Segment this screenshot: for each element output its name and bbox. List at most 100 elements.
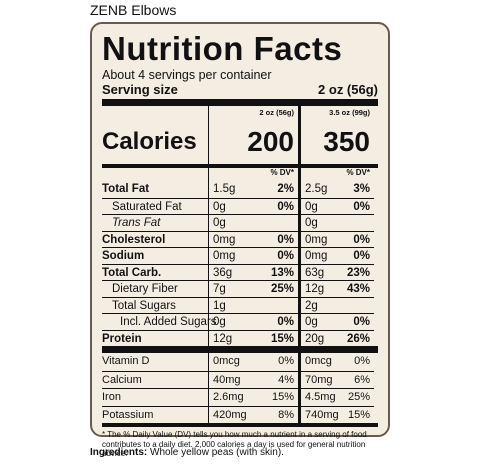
- amount-value: 0mcg: [305, 355, 332, 367]
- nutrient-column-1: 40mg 4%: [208, 370, 298, 388]
- daily-value-percent: 15%: [347, 408, 370, 421]
- amount-value: 0g: [305, 200, 318, 213]
- dv-header-1: % DV*: [208, 168, 298, 181]
- amount-value: 420mg: [213, 408, 247, 421]
- serving-size-row: Serving size 2 oz (56g): [102, 82, 378, 97]
- amount-value: 0g: [213, 316, 226, 328]
- product-title: ZENB Elbows: [90, 2, 177, 18]
- nutrient-column-1: 0mg 0%: [208, 247, 298, 264]
- nutrient-column-2: 4.5mg 25%: [298, 388, 374, 406]
- amount-value: 2g: [305, 299, 318, 312]
- nutrient-row: Sodium 0mg 0% 0mg 0%: [102, 247, 378, 264]
- column-2-amount: 3.5 oz (99g): [329, 108, 370, 117]
- amount-value: 1g: [213, 299, 226, 312]
- nutrient-column-2: 70mg 6%: [298, 370, 374, 388]
- nutrient-row: Dietary Fiber 7g 25% 12g 43%: [102, 280, 378, 297]
- nutrient-column-1: 36g 13%: [208, 263, 298, 280]
- amount-value: 0g: [305, 316, 318, 328]
- nutrient-column-1: 0mg 0%: [208, 230, 298, 247]
- calories-label: Calories: [102, 128, 197, 155]
- nutrient-column-1: 12g 15%: [208, 329, 298, 346]
- calories-label-cell: Calories: [102, 106, 208, 164]
- nutrient-column-2: 0mcg 0%: [298, 353, 374, 371]
- daily-value-percent: 25%: [347, 391, 370, 403]
- amount-value: 63g: [305, 266, 325, 279]
- amount-value: 36g: [213, 266, 233, 279]
- amount-value: 740mg: [305, 408, 339, 421]
- nutrient-name: Dietary Fiber: [102, 280, 208, 297]
- nutrient-column-2: 740mg 15%: [298, 405, 374, 423]
- mineral-row: Calcium 40mg 4% 70mg 6%: [102, 370, 378, 389]
- dv-header-row: % DV* % DV*: [102, 168, 378, 181]
- amount-value: 0g: [305, 217, 318, 229]
- amount-value: 12g: [213, 332, 233, 345]
- nutrient-column-1: 1g: [208, 296, 298, 313]
- nutrient-name: Incl. Added Sugars: [102, 313, 217, 330]
- daily-value-footnote: * The % Daily Value (DV) tells you how m…: [102, 430, 367, 458]
- nutrient-column-1: 2.6mg 15%: [208, 388, 298, 406]
- divider-medium-2: [102, 423, 378, 427]
- nutrient-table: Total Fat 1.5g 2% 2.5g 3% Saturated Fat 0g 0% 0g…: [102, 181, 378, 346]
- daily-value-percent: 13%: [270, 266, 294, 279]
- daily-value-percent: 0%: [354, 355, 370, 367]
- nutrient-column-2: 2.5g 3%: [298, 181, 374, 198]
- column-1-header: 2 oz (56g) 200: [208, 106, 298, 164]
- nutrition-facts-title: Nutrition Facts: [102, 30, 343, 67]
- calories-header: Calories 2 oz (56g) 200 3.5 oz (99g) 350: [102, 106, 378, 164]
- mineral-row: Potassium 420mg 8% 740mg 15%: [102, 405, 378, 424]
- nutrient-row: Total Sugars 1g 2g: [102, 296, 378, 313]
- daily-value-percent: 25%: [270, 283, 294, 295]
- amount-value: 12g: [305, 283, 325, 295]
- daily-value-percent: 26%: [346, 332, 370, 345]
- mineral-row: Vitamin D 0mcg 0% 0mcg 0%: [102, 353, 378, 371]
- nutrient-name: Trans Fat: [102, 214, 208, 231]
- amount-value: 2.5g: [305, 183, 328, 195]
- nutrient-name: Iron: [102, 388, 208, 406]
- divider-thick: [102, 99, 378, 106]
- daily-value-percent: 6%: [354, 373, 370, 386]
- amount-value: 40mg: [213, 373, 241, 386]
- daily-value-percent: 0%: [277, 200, 294, 213]
- daily-value-percent: 4%: [278, 373, 294, 386]
- nutrient-row: Cholesterol 0mg 0% 0mg 0%: [102, 230, 378, 248]
- nutrient-column-1: 1.5g 2%: [208, 181, 298, 198]
- daily-value-percent: 23%: [346, 266, 370, 279]
- daily-value-percent: 0%: [353, 316, 370, 328]
- ingredients: Ingredients: Whole yellow peas (with ski…: [90, 447, 284, 458]
- daily-value-percent: 0%: [353, 200, 370, 213]
- nutrient-name: Total Carb.: [102, 263, 208, 281]
- amount-value: 2.6mg: [213, 391, 244, 403]
- amount-value: 0g: [213, 200, 226, 213]
- daily-value-percent: 0%: [278, 355, 294, 367]
- nutrient-name: Potassium: [102, 405, 208, 424]
- daily-value-percent: 15%: [270, 332, 294, 345]
- dv-header-spacer: [102, 168, 208, 181]
- amount-value: 70mg: [305, 373, 333, 386]
- daily-value-percent: 0%: [353, 233, 370, 246]
- nutrient-name: Saturated Fat: [102, 197, 208, 215]
- amount-value: 0mg: [305, 250, 328, 262]
- nutrient-row: Saturated Fat 0g 0% 0g 0%: [102, 197, 378, 215]
- nutrient-column-2: 63g 23%: [298, 263, 374, 280]
- daily-value-percent: 0%: [277, 233, 294, 246]
- nutrient-column-2: 0g 0%: [298, 197, 374, 214]
- nutrient-name: Vitamin D: [102, 355, 150, 367]
- nutrient-name: Calcium: [102, 370, 208, 389]
- nutrient-name: Cholesterol: [102, 230, 208, 248]
- column-2-header: 3.5 oz (99g) 350: [298, 106, 374, 164]
- nutrient-column-2: 2g: [298, 296, 374, 313]
- divider-thick-2: [102, 346, 378, 353]
- nutrient-column-1: 0g: [208, 214, 298, 231]
- ingredients-text: Whole yellow peas (with skin).: [150, 447, 284, 458]
- ingredients-label: Ingredients:: [90, 447, 148, 458]
- daily-value-percent: 43%: [346, 283, 370, 295]
- nutrient-name: Total Fat: [102, 183, 150, 195]
- mineral-row: Iron 2.6mg 15% 4.5mg 25%: [102, 388, 378, 406]
- nutrient-name: Protein: [102, 329, 208, 347]
- nutrient-column-1: 0mcg 0%: [208, 353, 298, 371]
- nutrient-row: Protein 12g 15% 20g 26%: [102, 329, 378, 347]
- nutrition-label: Nutrition Facts About 4 servings per con…: [90, 22, 390, 458]
- amount-value: 0g: [213, 217, 226, 229]
- nutrient-column-1: 7g 25%: [208, 280, 298, 297]
- amount-value: 1.5g: [213, 183, 236, 195]
